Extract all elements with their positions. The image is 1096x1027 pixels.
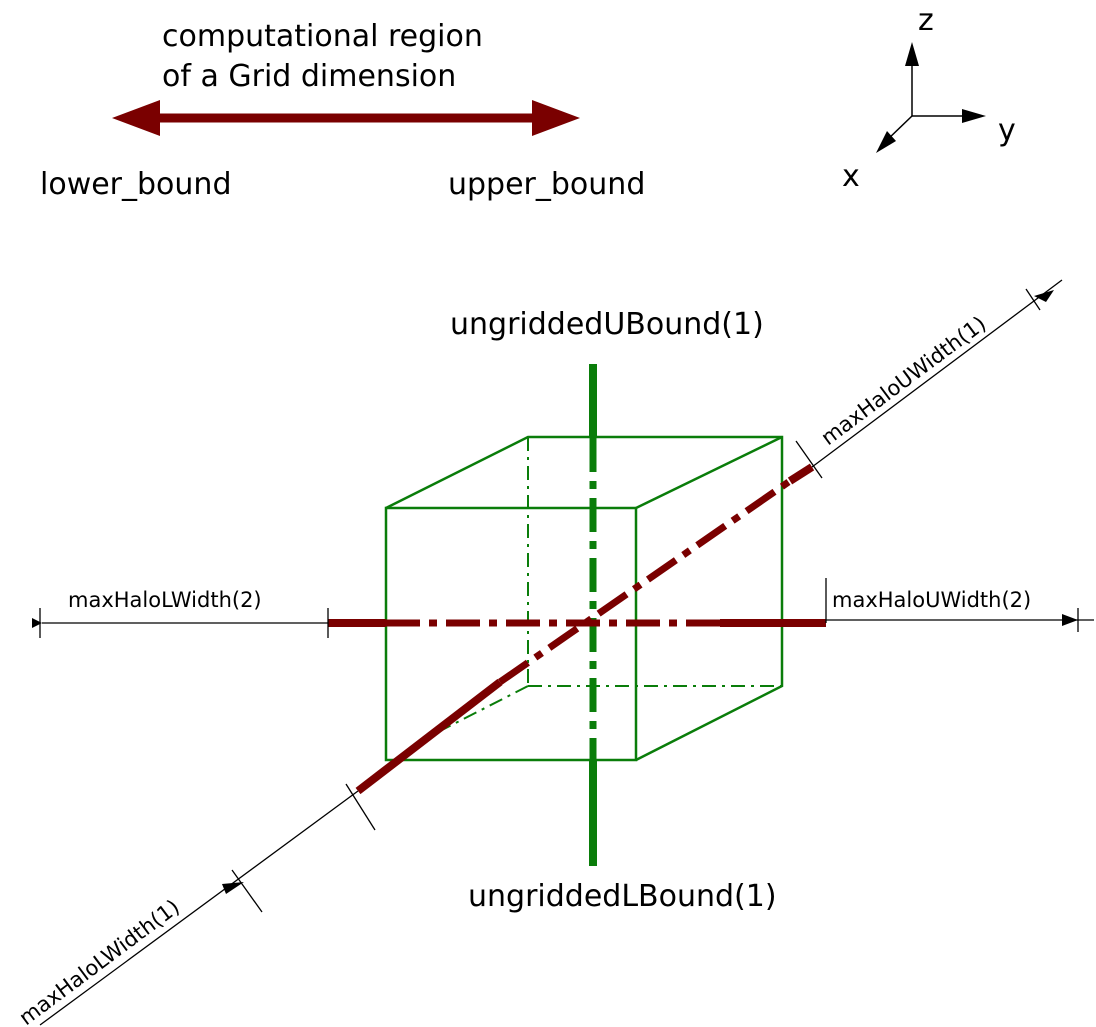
halo-l-width-1-label: maxHaloLWidth(1) bbox=[15, 895, 184, 1027]
halo-u-width-2-label: maxHaloUWidth(2) bbox=[832, 588, 1031, 612]
ungridded-lower-label: ungriddedLBound(1) bbox=[468, 879, 777, 914]
legend-title-line1: computational region bbox=[162, 19, 483, 54]
cube-top-right-edge bbox=[635, 435, 783, 510]
y-axis-arrowhead bbox=[962, 109, 986, 123]
x-axis-label: x bbox=[842, 159, 860, 194]
halo-dimension-1 bbox=[39, 279, 1063, 1026]
cube bbox=[384, 435, 784, 762]
legend: computational region of a Grid dimension… bbox=[40, 19, 645, 202]
legend-double-arrow bbox=[112, 100, 580, 136]
cube-back-edges bbox=[385, 435, 784, 762]
x-axis-arrowhead bbox=[876, 131, 896, 153]
halo-l-width-2-label: maxHaloLWidth(2) bbox=[68, 588, 262, 612]
y-axis-label: y bbox=[998, 113, 1016, 148]
lower-bound-label: lower_bound bbox=[40, 167, 231, 202]
halo-dimension-2 bbox=[32, 578, 1094, 638]
cube-front-face bbox=[384, 506, 638, 762]
grid-dimension-1 bbox=[355, 463, 815, 795]
halo-u-width-1-label: maxHaloUWidth(1) bbox=[817, 311, 991, 450]
legend-title-line2: of a Grid dimension bbox=[162, 59, 456, 94]
axes-triad: z y x bbox=[842, 3, 1016, 194]
z-axis-label: z bbox=[918, 3, 934, 38]
ungridded-upper-label: ungriddedUBound(1) bbox=[450, 307, 764, 342]
cube-hidden-diagonal bbox=[439, 685, 529, 732]
upper-bound-label: upper_bound bbox=[448, 167, 645, 202]
z-axis-arrowhead bbox=[905, 42, 919, 66]
